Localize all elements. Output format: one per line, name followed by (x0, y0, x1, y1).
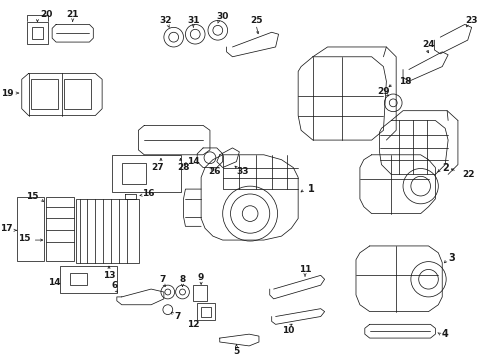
Text: 14: 14 (186, 157, 199, 166)
Text: 21: 21 (66, 10, 79, 19)
Bar (112, 155, 180, 192)
Text: 24: 24 (421, 40, 434, 49)
Text: 26: 26 (208, 167, 221, 176)
Text: 8: 8 (179, 275, 185, 284)
Text: 16: 16 (142, 189, 154, 198)
Text: 28: 28 (177, 163, 189, 172)
Text: 22: 22 (461, 170, 473, 179)
Text: 14: 14 (48, 278, 61, 287)
Text: 19: 19 (1, 89, 14, 98)
Text: 27: 27 (151, 163, 164, 172)
Bar (193, 285, 206, 301)
Bar (17, 197, 44, 261)
Text: 29: 29 (376, 86, 389, 95)
Bar (32, 27, 43, 39)
Text: 10: 10 (282, 326, 294, 335)
Bar (197, 303, 214, 320)
Text: 25: 25 (249, 16, 262, 25)
Text: 23: 23 (465, 16, 477, 25)
Bar (76, 199, 139, 262)
Text: 17: 17 (0, 224, 13, 233)
Text: 15: 15 (26, 193, 39, 202)
Text: 32: 32 (159, 16, 172, 25)
Text: 5: 5 (233, 347, 239, 356)
Bar (31, 79, 58, 109)
Text: 4: 4 (441, 329, 447, 339)
Text: 9: 9 (198, 273, 204, 282)
Text: 12: 12 (186, 320, 199, 329)
Text: 15: 15 (18, 234, 31, 243)
Bar (46, 197, 74, 261)
Text: 20: 20 (40, 10, 52, 19)
Bar (201, 307, 210, 316)
Text: 6: 6 (112, 281, 118, 290)
Text: 33: 33 (236, 167, 248, 176)
Text: 30: 30 (216, 12, 228, 21)
Text: 7: 7 (174, 312, 181, 321)
Text: 7: 7 (160, 275, 166, 284)
Bar (122, 163, 146, 184)
Bar (70, 273, 87, 285)
Text: 31: 31 (186, 16, 199, 25)
Bar (64, 79, 91, 109)
Text: 18: 18 (398, 77, 411, 86)
Text: 11: 11 (298, 265, 311, 274)
Text: 3: 3 (448, 253, 454, 263)
Text: 1: 1 (307, 184, 314, 194)
Bar (60, 266, 117, 293)
Text: 13: 13 (102, 271, 115, 280)
Text: 2: 2 (441, 162, 447, 172)
Bar (27, 22, 48, 44)
